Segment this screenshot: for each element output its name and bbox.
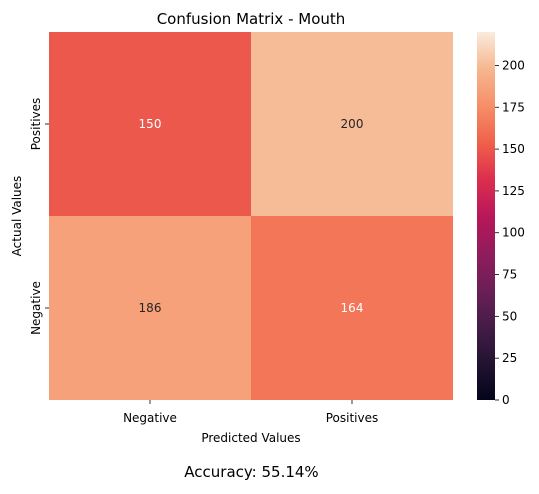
colorbar-tick-label: 125: [502, 184, 525, 198]
x-tick-label: Positives: [326, 411, 379, 425]
colorbar-tick-label: 100: [502, 226, 525, 240]
y-tick-label: Negative: [29, 281, 43, 335]
cell-value-label: 200: [341, 117, 364, 131]
colorbar: [477, 32, 495, 400]
colorbar-tick-label: 25: [502, 351, 517, 365]
chart-title: Confusion Matrix - Mouth: [157, 10, 346, 28]
colorbar-tick-label: 175: [502, 100, 525, 114]
colorbar-tick-label: 150: [502, 142, 525, 156]
y-tick-label: Positives: [29, 98, 43, 151]
colorbar-tick-label: 0: [502, 393, 510, 407]
y-axis-label: Actual Values: [10, 176, 24, 257]
cell-value-label: 164: [341, 301, 364, 315]
colorbar-tick-label: 50: [502, 309, 517, 323]
colorbar-tick-label: 200: [502, 58, 525, 72]
cell-value-label: 186: [139, 301, 162, 315]
heatmap-cell: [49, 32, 251, 216]
confusion-matrix-heatmap: Confusion Matrix - Mouth 150 200 186 164 Ne…: [10, 10, 525, 445]
colorbar-tick-label: 75: [502, 268, 517, 282]
heatmap-cell: [251, 32, 453, 216]
accuracy-text: Accuracy: 55.14%: [184, 463, 319, 481]
heatmap-cell: [49, 216, 251, 400]
x-axis-label: Predicted Values: [201, 431, 300, 445]
heatmap-cell: [251, 216, 453, 400]
cell-value-label: 150: [139, 117, 162, 131]
x-tick-label: Negative: [123, 411, 177, 425]
